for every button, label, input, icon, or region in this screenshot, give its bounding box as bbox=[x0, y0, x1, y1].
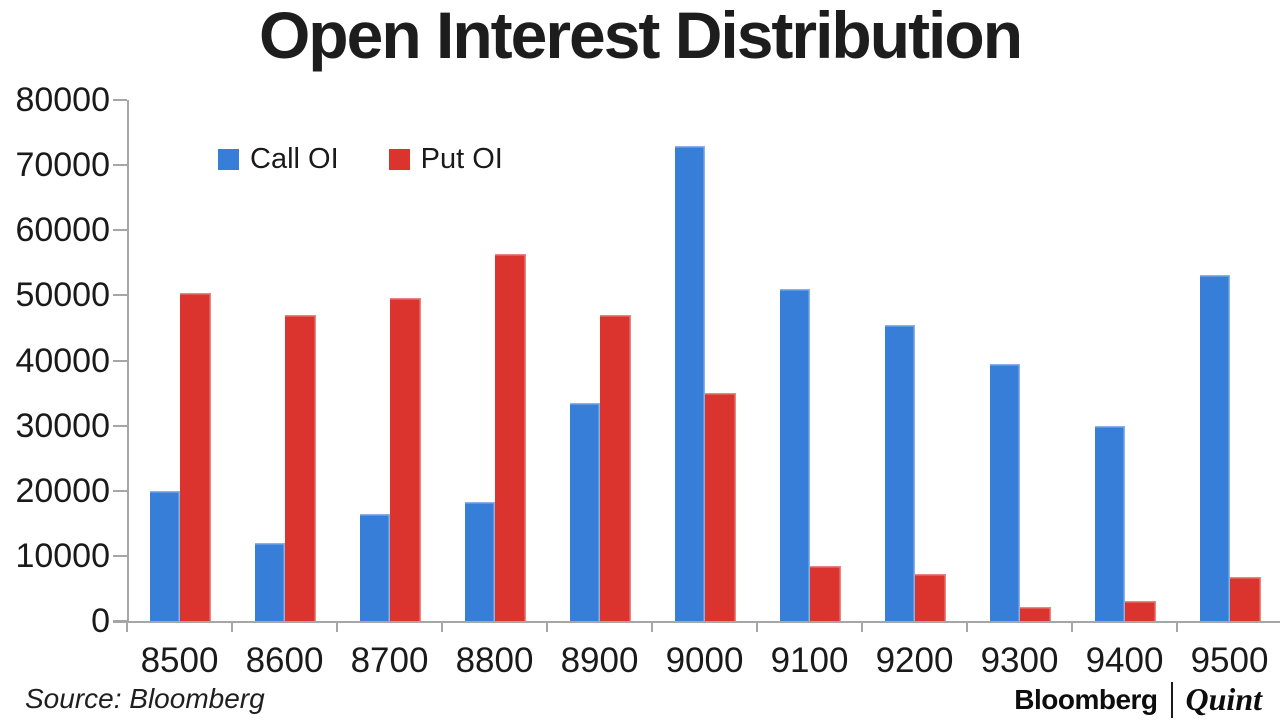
y-tick bbox=[113, 229, 127, 232]
bar-put-oi-8900 bbox=[600, 314, 631, 621]
y-tick-label: 20000 bbox=[15, 471, 110, 510]
legend: Call OI Put OI bbox=[218, 143, 503, 176]
y-tick bbox=[113, 359, 127, 362]
bar-put-oi-9500 bbox=[1230, 577, 1261, 621]
bar-put-oi-9000 bbox=[705, 393, 736, 621]
y-tick bbox=[113, 424, 127, 427]
bar-put-oi-9100 bbox=[810, 566, 841, 621]
y-tick-label: 50000 bbox=[15, 276, 110, 315]
x-category-label: 9300 bbox=[980, 641, 1059, 680]
y-tick-label: 40000 bbox=[15, 341, 110, 380]
bar-call-oi-9200 bbox=[884, 324, 915, 621]
x-tick bbox=[546, 623, 548, 632]
y-tick bbox=[113, 294, 127, 297]
x-tick bbox=[336, 623, 338, 632]
x-category-label: 9200 bbox=[875, 641, 954, 680]
bar-put-oi-8500 bbox=[180, 293, 211, 621]
bar-call-oi-9300 bbox=[989, 363, 1020, 621]
y-tick bbox=[113, 164, 127, 167]
legend-item-put-oi: Put OI bbox=[388, 143, 503, 176]
x-category-label: 8600 bbox=[245, 641, 324, 680]
quint-logo: Quint bbox=[1185, 681, 1262, 717]
x-tick bbox=[651, 623, 653, 632]
legend-label: Put OI bbox=[420, 143, 503, 175]
bar-call-oi-9500 bbox=[1199, 274, 1230, 621]
x-category-label: 9500 bbox=[1190, 641, 1269, 680]
bar-call-oi-8700 bbox=[359, 513, 390, 621]
x-tick bbox=[1071, 623, 1073, 632]
x-category-label: 8800 bbox=[455, 641, 534, 680]
y-tick bbox=[113, 99, 127, 101]
legend-item-call-oi: Call OI bbox=[218, 143, 339, 176]
bar-call-oi-8800 bbox=[464, 501, 495, 621]
y-tick-label: 80000 bbox=[15, 81, 110, 119]
bar-put-oi-9300 bbox=[1020, 606, 1051, 621]
x-tick bbox=[441, 623, 443, 632]
chart-title: Open Interest Distribution bbox=[258, 0, 1023, 72]
y-tick-label: 60000 bbox=[15, 211, 110, 250]
bar-call-oi-9000 bbox=[674, 145, 705, 621]
x-tick bbox=[861, 623, 863, 632]
bar-call-oi-9400 bbox=[1094, 425, 1125, 621]
x-tick bbox=[1176, 623, 1178, 632]
bar-put-oi-9400 bbox=[1125, 600, 1156, 621]
bar-put-oi-8600 bbox=[285, 314, 316, 621]
x-category-label: 9000 bbox=[665, 641, 744, 680]
x-category-label: 8900 bbox=[560, 641, 639, 680]
bar-call-oi-8500 bbox=[149, 490, 180, 621]
x-tick bbox=[756, 623, 758, 632]
y-tick bbox=[113, 554, 127, 557]
bar-put-oi-9200 bbox=[915, 574, 946, 621]
x-tick bbox=[966, 623, 968, 632]
bar-call-oi-8900 bbox=[569, 403, 600, 621]
source-note: Source: Bloomberg bbox=[25, 683, 265, 714]
y-tick-label: 70000 bbox=[15, 146, 110, 185]
x-category-label: 8500 bbox=[140, 641, 219, 680]
x-category-label: 8700 bbox=[350, 641, 429, 680]
x-tick bbox=[126, 623, 128, 632]
bloomberg-logo: Bloomberg bbox=[1014, 683, 1158, 715]
x-tick bbox=[231, 623, 233, 632]
logo-divider bbox=[1170, 681, 1173, 718]
y-tick bbox=[113, 620, 127, 622]
x-category-label: 9400 bbox=[1085, 641, 1164, 680]
bar-call-oi-8600 bbox=[254, 542, 285, 621]
y-tick-label: 30000 bbox=[15, 406, 110, 445]
bar-call-oi-9100 bbox=[779, 288, 810, 621]
y-axis-line bbox=[127, 100, 129, 623]
y-tick-label: 10000 bbox=[15, 536, 110, 575]
x-category-label: 9100 bbox=[770, 641, 849, 680]
legend-swatch-icon bbox=[388, 149, 410, 170]
brand-logo: Bloomberg Quint bbox=[1014, 681, 1262, 718]
bar-put-oi-8800 bbox=[495, 254, 526, 621]
y-tick-label: 0 bbox=[91, 602, 110, 640]
y-tick bbox=[113, 489, 127, 492]
legend-label: Call OI bbox=[250, 143, 339, 175]
bar-put-oi-8700 bbox=[390, 297, 421, 621]
legend-swatch-icon bbox=[218, 149, 239, 170]
x-axis-line bbox=[113, 621, 1280, 623]
